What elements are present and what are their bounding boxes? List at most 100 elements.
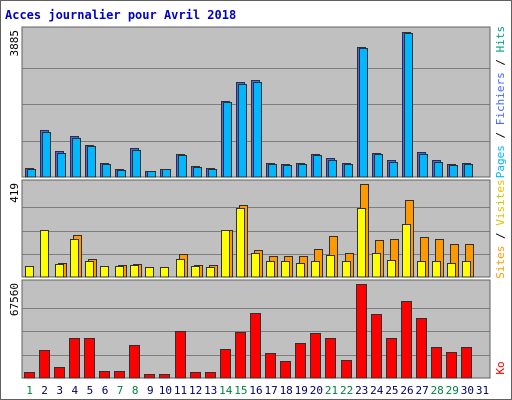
x-tick-label-day-5: 5 [87,384,94,397]
bar-visites-day-19 [296,263,305,278]
x-tick-label-day-13: 13 [204,384,217,397]
bar-fichiers-day-9 [147,171,156,178]
x-tick-label-day-27: 27 [415,384,428,397]
x-tick-label-day-9: 9 [147,384,154,397]
bars [24,32,474,379]
bar-fichiers-day-25 [389,162,398,178]
chart-title: Acces journalier pour Avril 2018 [5,8,236,22]
bar-fichiers-day-22 [344,164,353,178]
bar-ko-day-13 [205,372,216,379]
x-tick-label-day-8: 8 [132,384,139,397]
x-tick-label-day-19: 19 [295,384,308,397]
bar-visites-day-7 [115,266,124,278]
legend-sep-2: / [494,52,507,72]
x-tick-label-day-18: 18 [280,384,293,397]
bar-ko-day-14 [220,349,231,379]
bar-ko-day-7 [114,371,125,379]
bar-fichiers-day-1 [27,169,36,178]
x-tick-label-day-12: 12 [189,384,202,397]
bar-visites-day-12 [191,266,200,278]
bar-ko-day-24 [371,314,382,379]
bar-ko-day-22 [341,360,352,379]
bar-ko-day-19 [295,343,306,379]
x-tick-label-day-20: 20 [310,384,323,397]
bar-ko-day-21 [325,338,336,379]
bar-ko-day-6 [99,371,110,379]
bar-visites-day-5 [85,261,94,278]
bar-ko-day-25 [386,338,397,379]
x-tick-label-day-11: 11 [174,384,187,397]
bar-ko-day-5 [84,338,95,379]
bar-fichiers-day-16 [253,82,262,178]
legend-sites: Sites [494,246,507,279]
bar-fichiers-day-30 [464,164,473,178]
x-tick-label-day-21: 21 [325,384,338,397]
bar-fichiers-day-13 [208,169,217,178]
bar-visites-day-22 [342,261,351,278]
x-tick-label-day-26: 26 [400,384,413,397]
bar-fichiers-day-18 [283,165,292,178]
bar-fichiers-day-26 [404,33,413,178]
x-axis-labels: 1 2 3 4 5 6 7 8 9 10 11 12 13 14 15 16 17 18 19 20 21 22 23 24 2… [26,384,489,397]
bar-fichiers-day-12 [193,167,202,178]
x-tick-label-day-15: 15 [234,384,247,397]
middle-max-label: 419 [8,183,21,203]
bar-visites-day-3 [55,264,64,278]
x-tick-label-day-29: 29 [446,384,459,397]
bar-ko-day-10 [159,374,170,379]
bar-fichiers-day-6 [102,164,111,178]
x-tick-label-day-24: 24 [370,384,384,397]
bar-visites-day-9 [145,267,154,278]
bar-ko-day-1 [24,372,35,379]
legend-hits: Hits [494,26,507,53]
bar-fichiers-day-27 [419,154,428,178]
bar-ko-day-9 [144,374,155,379]
bar-fichiers-day-8 [132,150,141,178]
bottom-max-label: 67560 [8,283,21,316]
bar-visites-day-1 [25,266,34,278]
bar-fichiers-day-2 [42,132,51,178]
bottom-legend: Ko [494,361,507,374]
bar-visites-day-14 [221,230,230,278]
bar-ko-day-16 [250,313,261,379]
x-tick-label-day-14: 14 [219,384,233,397]
x-tick-label-day-3: 3 [56,384,63,397]
bar-fichiers-day-5 [87,146,96,178]
x-tick-label-day-23: 23 [355,384,368,397]
bar-visites-day-23 [357,208,366,278]
bar-fichiers-day-3 [57,153,66,178]
bar-ko-day-17 [265,353,276,379]
bar-fichiers-day-7 [117,170,126,178]
bar-visites-day-4 [70,239,79,278]
bar-ko-day-12 [190,372,201,379]
bar-visites-day-26 [402,224,411,278]
bar-visites-day-13 [206,267,215,278]
bar-fichiers-day-20 [313,155,322,178]
bar-fichiers-day-4 [72,138,81,178]
bar-visites-day-24 [372,253,381,278]
bar-ko-day-15 [235,332,246,379]
bar-ko-day-2 [39,350,50,379]
top-max-label: 3885 [8,30,21,57]
bar-fichiers-day-19 [298,164,307,178]
bar-ko-day-30 [461,347,472,379]
bar-ko-day-26 [401,301,412,379]
bar-fichiers-day-11 [178,155,187,178]
legend-visits: Visites [494,179,507,225]
x-tick-label-day-16: 16 [249,384,262,397]
bar-ko-day-3 [54,367,65,379]
bar-ko-day-27 [416,318,427,379]
x-tick-label-day-4: 4 [71,384,78,397]
bar-visites-day-29 [447,263,456,278]
bar-visites-day-15 [236,208,245,278]
middle-legend: Sites / Visites [494,179,507,278]
bar-ko-day-4 [69,338,80,379]
x-tick-label-day-10: 10 [159,384,172,397]
bar-visites-day-18 [281,261,290,278]
bar-ko-day-23 [356,284,367,379]
x-tick-label-day-17: 17 [264,384,277,397]
legend-sep-3: / [494,226,507,246]
bar-fichiers-day-10 [162,169,171,178]
x-tick-label-day-7: 7 [117,384,124,397]
